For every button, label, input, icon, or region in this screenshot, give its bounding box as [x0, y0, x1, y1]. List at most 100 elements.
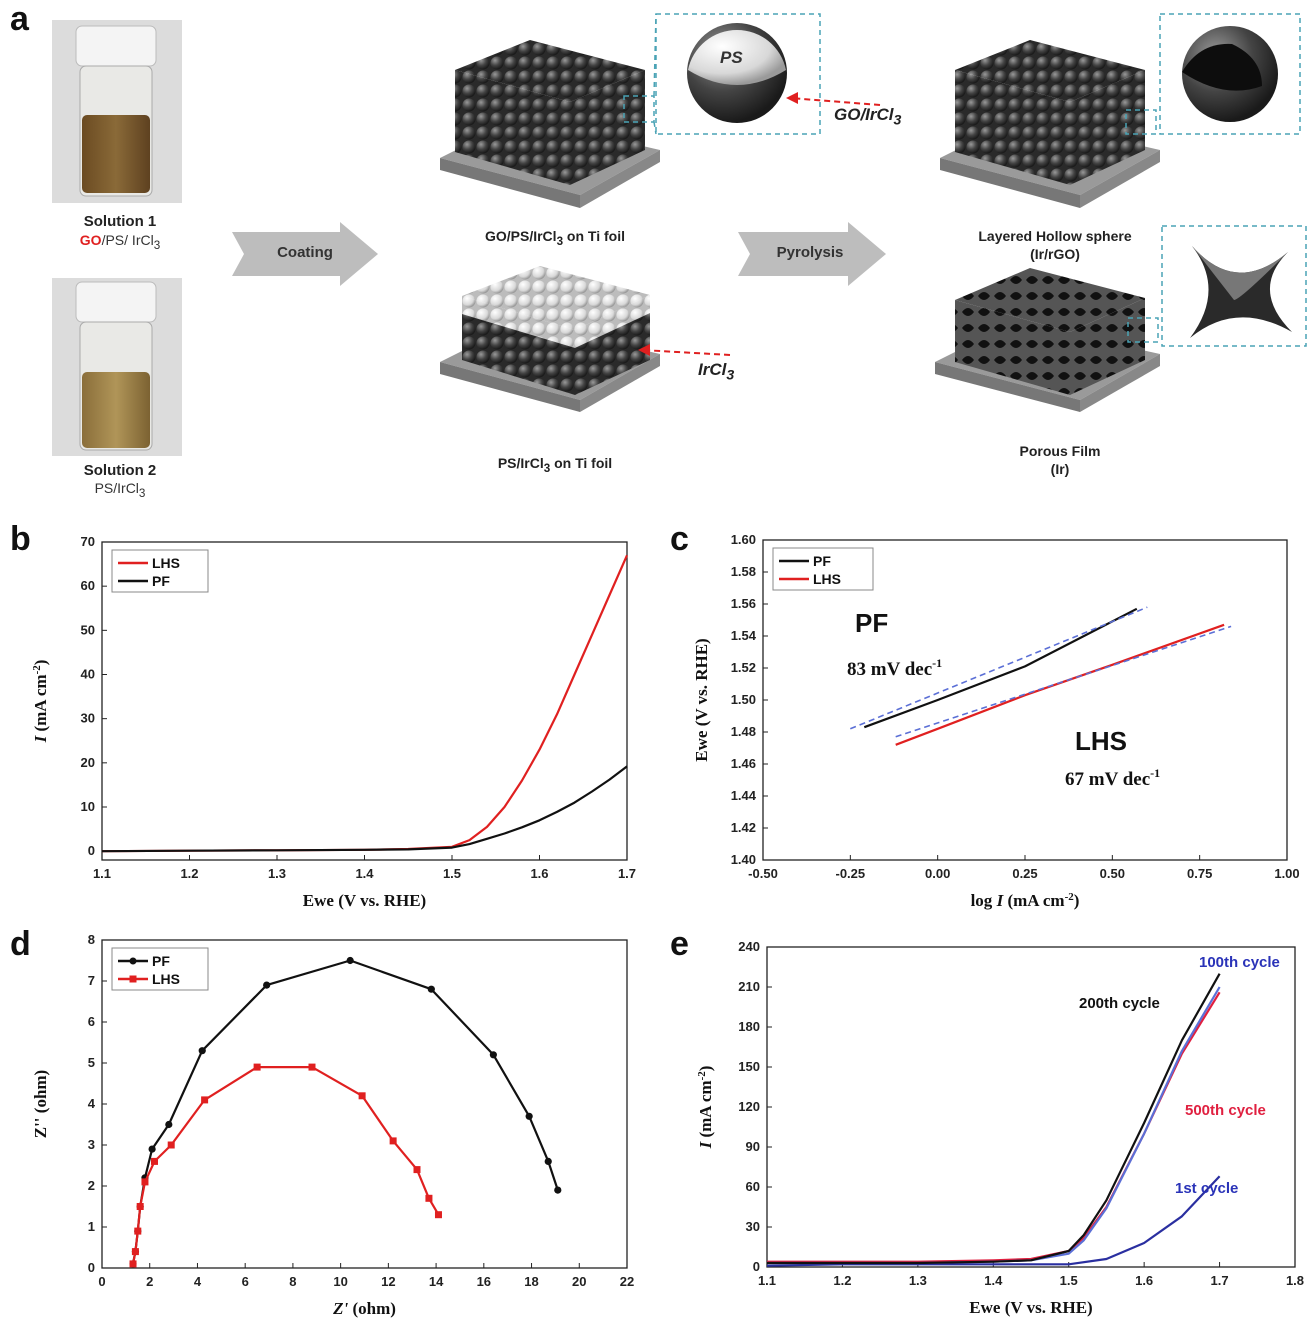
x-tick-label-c: -0.50: [748, 866, 778, 881]
annotation-lhs-slope-sup: -1: [1150, 766, 1160, 780]
series-line-pf: [101, 765, 628, 853]
y-axis-label-e: I (mA cm-2): [696, 1066, 715, 1150]
x-tick-label-d: 2: [146, 1274, 153, 1289]
data-point-lhs: [389, 1137, 397, 1145]
data-point-lhs: [425, 1194, 433, 1202]
y-axis-label-italic: I: [696, 1140, 715, 1149]
x-tick-label-b: 1.4: [355, 866, 374, 881]
inset-box-go-ps: [623, 13, 821, 135]
y-tick-label-d: 2: [88, 1178, 95, 1193]
y-tick-label-b: 70: [81, 534, 95, 549]
legend-label-pf: PF: [152, 953, 170, 969]
x-tick-label-d: 8: [289, 1274, 296, 1289]
y-tick-label-b: 10: [81, 799, 95, 814]
x-axis-label-italic: I: [996, 891, 1005, 910]
y-axis-label-b: I (mA cm-2): [31, 660, 50, 744]
y-axis-label-text: Ewe (V vs. RHE): [692, 638, 711, 761]
annotation-cycle-2: 500th cycle: [1185, 1102, 1266, 1119]
y-tick-label-e: 30: [746, 1219, 760, 1234]
series-line-lhs: [131, 1066, 440, 1265]
data-point-lhs: [358, 1092, 366, 1100]
inset-pore-shape: [1190, 246, 1292, 338]
label-pf-line1: Porous Film: [1019, 443, 1101, 459]
y-axis-label-sup: -2: [696, 1071, 708, 1081]
label-go-ps-ti: GO/PS/IrCl3 on Ti foil: [430, 228, 680, 248]
x-tick-label-d: 0: [98, 1274, 105, 1289]
panel-letter-b: b: [10, 520, 31, 558]
series-line-lhs: [101, 554, 629, 853]
y-tick-label-d: 4: [88, 1096, 96, 1111]
data-point-pf: [544, 1157, 552, 1165]
label-ps-text: PS/IrCl: [497, 455, 544, 471]
y-tick-label-d: 1: [88, 1219, 95, 1234]
x-tick-label-b: 1.2: [180, 866, 198, 881]
y-axis-label-end: ): [31, 660, 50, 666]
y-tick-label-d: 5: [88, 1055, 95, 1070]
y-tick-label-d: 6: [88, 1014, 95, 1029]
legend-label-lhs: LHS: [813, 571, 841, 587]
annotation-lhs-slope-text: 67 mV dec: [1065, 769, 1150, 790]
solution1-rest: /PS/ IrCl: [101, 232, 154, 248]
x-axis-label-rest: (ohm): [348, 1299, 396, 1318]
x-axis-label-text: Ewe (V vs. RHE): [969, 1298, 1092, 1317]
legend-box-d: [111, 947, 209, 991]
legend-label-lhs: LHS: [152, 555, 180, 571]
inset-hollow-sphere: [1182, 26, 1278, 122]
chart-c: -0.50 -0.25 0.00 0.25 0.50 0.75 1.00 1.40 1.42 1.…: [692, 532, 1300, 910]
inset-ps-label: PS: [720, 48, 743, 67]
x-tick-label-b: 1.6: [530, 866, 548, 881]
label-ps-ti: PS/IrCl3 on Ti foil: [430, 455, 680, 475]
y-tick-label-c: 1.40: [731, 852, 756, 867]
solution1-title: Solution 1: [83, 213, 157, 230]
y-axis-label-d: Z'' (ohm): [31, 1070, 50, 1138]
series-line-pf: [863, 607, 1138, 729]
callout-go-label: GO/IrCl3: [834, 105, 901, 128]
y-tick-label-e: 60: [746, 1179, 760, 1194]
data-point-lhs: [253, 1063, 261, 1071]
y-tick-label-b: 40: [81, 667, 95, 682]
arrow-pyrolysis: [738, 222, 886, 286]
label-ps-tail: on Ti foil: [550, 455, 613, 471]
data-point-lhs: [308, 1063, 316, 1071]
solution2-sub: 3: [138, 486, 146, 500]
series-line-pf-fit: [849, 606, 1148, 730]
solution1-go: GO: [79, 232, 102, 248]
x-tick-label-e: 1.1: [758, 1273, 776, 1288]
lhs-block: [940, 40, 1160, 208]
y-tick-label-b: 60: [81, 578, 95, 593]
ps-block: [440, 266, 660, 412]
pf-block: [935, 268, 1160, 412]
series-line-1st-cycle: [766, 1175, 1221, 1267]
y-axis-label-c: Ewe (V vs. RHE): [692, 638, 711, 761]
x-tick-label-e: 1.4: [984, 1273, 1003, 1288]
y-tick-label-c: 1.54: [731, 628, 757, 643]
callout-arrow-ir: [641, 349, 731, 356]
x-tick-label-e: 1.6: [1135, 1273, 1153, 1288]
data-point-lhs: [434, 1211, 442, 1219]
data-point-lhs: [141, 1178, 149, 1186]
data-point-lhs: [151, 1157, 158, 1165]
y-tick-label-e: 0: [753, 1259, 760, 1274]
legend-marker-pf: [129, 957, 137, 965]
callout-ir-label: IrCl3: [698, 360, 734, 383]
x-tick-label-c: 0.50: [1100, 866, 1125, 881]
y-tick-label-c: 1.60: [731, 532, 756, 547]
data-point-pf: [525, 1112, 533, 1120]
data-point-lhs: [131, 1248, 139, 1256]
x-axis-label-e: Ewe (V vs. RHE): [969, 1298, 1092, 1317]
y-tick-label-b: 20: [81, 755, 95, 770]
x-tick-label-c: 0.00: [925, 866, 950, 881]
callout-go-text: GO/IrCl: [834, 105, 894, 124]
callout-arrow-go: [789, 97, 881, 106]
y-tick-label-d: 7: [88, 973, 95, 988]
x-tick-label-d: 12: [381, 1274, 395, 1289]
annotation-lhs-title: LHS: [1075, 726, 1127, 756]
y-tick-label-c: 1.48: [731, 724, 756, 739]
label-go-ps-sub: 3: [556, 234, 564, 248]
x-axis-label-c: log I (mA cm-2): [971, 891, 1080, 910]
vial-photo-1: [52, 20, 182, 203]
x-axis-label-pre: log: [971, 891, 997, 910]
data-point-pf: [489, 1051, 497, 1059]
data-point-pf: [554, 1186, 562, 1194]
